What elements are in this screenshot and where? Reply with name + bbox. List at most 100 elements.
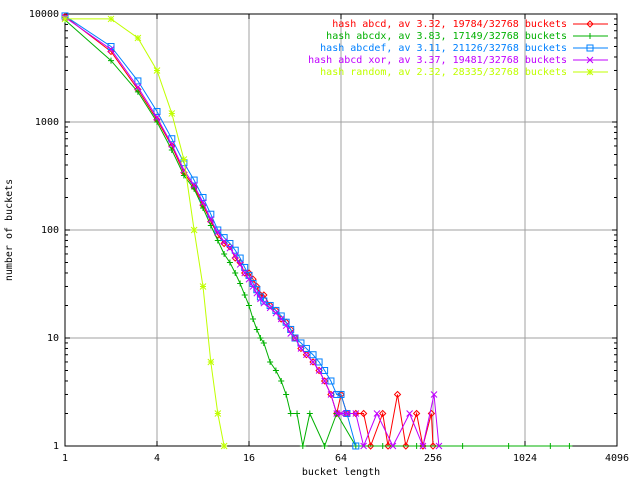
data-point xyxy=(260,297,268,305)
data-point xyxy=(253,289,261,297)
data-point xyxy=(337,410,345,417)
data-point xyxy=(287,410,294,417)
x-tick-label: 64 xyxy=(335,453,347,464)
data-point xyxy=(226,239,234,247)
data-point xyxy=(241,292,248,299)
legend-label: hash random, av 2.32, 28335/32768 bucket… xyxy=(320,67,567,78)
data-point xyxy=(321,443,328,449)
data-point xyxy=(412,409,421,418)
data-point xyxy=(214,237,221,244)
x-tick-label: 4 xyxy=(154,453,160,464)
data-point xyxy=(429,442,437,450)
data-point xyxy=(384,442,392,450)
legend-entry: hash abcdef, av 3.11, 21126/32768 bucket… xyxy=(320,43,608,54)
data-point xyxy=(153,67,161,74)
data-point xyxy=(266,304,274,312)
data-point xyxy=(309,358,317,366)
y-axis-title: number of buckets xyxy=(4,179,15,281)
data-point xyxy=(402,442,410,450)
x-tick-label: 16 xyxy=(243,453,255,464)
data-point xyxy=(419,442,427,450)
data-point xyxy=(134,83,142,91)
legend-entry: hash abcdx, av 3.83, 17149/32768 buckets xyxy=(326,31,608,42)
data-point xyxy=(352,409,360,418)
data-point xyxy=(302,351,311,359)
data-point xyxy=(220,239,228,248)
data-point xyxy=(282,322,290,330)
data-point xyxy=(168,141,176,148)
data-point xyxy=(366,442,375,450)
data-point xyxy=(315,358,323,366)
data-point xyxy=(359,409,368,418)
data-point xyxy=(586,20,594,28)
legend-entry: hash abcd, av 3.32, 19784/32768 buckets xyxy=(332,19,608,30)
legend-label: hash abcd, av 3.32, 19784/32768 buckets xyxy=(332,19,567,30)
data-point xyxy=(232,269,239,276)
data-point xyxy=(337,390,345,398)
legend-label: hash abcdef, av 3.11, 21126/32768 bucket… xyxy=(320,43,567,54)
data-point xyxy=(360,442,367,450)
series-line xyxy=(64,16,440,448)
data-point xyxy=(168,110,176,117)
data-point xyxy=(267,358,274,365)
data-point xyxy=(315,366,323,375)
data-point xyxy=(107,46,115,53)
data-point xyxy=(236,261,244,268)
data-point xyxy=(207,222,214,229)
y-tick-label: 100 xyxy=(41,225,59,236)
series-line xyxy=(64,16,434,448)
x-tick-label: 1024 xyxy=(513,453,537,464)
data-point xyxy=(180,156,188,163)
data-point xyxy=(287,325,295,333)
data-point xyxy=(566,443,573,449)
data-point xyxy=(220,442,228,450)
data-point xyxy=(393,390,402,399)
series-4 xyxy=(61,14,443,450)
legend-entry: hash random, av 2.32, 28335/32768 bucket… xyxy=(320,67,608,78)
data-point xyxy=(199,199,207,206)
data-point xyxy=(221,250,228,257)
series-line xyxy=(65,18,225,447)
x-tick-label: 1 xyxy=(62,453,68,464)
data-point xyxy=(352,442,360,450)
x-tick-label: 256 xyxy=(424,453,442,464)
data-point xyxy=(352,410,360,417)
data-point xyxy=(379,443,386,449)
legend-entry: hash abcd xor, av 3.37, 19481/32768 buck… xyxy=(308,55,608,66)
data-point xyxy=(214,229,222,236)
data-point xyxy=(257,295,264,303)
data-point xyxy=(207,216,215,223)
data-point xyxy=(309,358,317,366)
data-point xyxy=(107,15,115,23)
series-5 xyxy=(61,15,228,450)
series-group xyxy=(61,12,573,450)
data-point xyxy=(333,390,341,398)
data-point xyxy=(272,309,280,317)
data-point xyxy=(435,442,443,450)
data-point xyxy=(327,377,335,385)
data-point xyxy=(250,315,257,322)
data-point xyxy=(291,334,299,342)
data-point xyxy=(199,283,207,290)
data-point xyxy=(586,56,594,64)
data-point xyxy=(249,283,257,290)
data-point xyxy=(246,302,252,309)
legend-label: hash abcdx, av 3.83, 17149/32768 buckets xyxy=(326,31,567,42)
data-point xyxy=(459,443,466,449)
data-point xyxy=(190,226,198,234)
data-point xyxy=(260,299,268,307)
data-point xyxy=(134,34,142,42)
data-point xyxy=(61,15,69,23)
data-point xyxy=(153,108,161,116)
data-point xyxy=(226,259,233,266)
legend-label: hash abcd xor, av 3.37, 19481/32768 buck… xyxy=(308,55,567,66)
data-point xyxy=(297,345,305,352)
data-point xyxy=(379,409,387,418)
y-tick-label: 10 xyxy=(47,333,59,344)
data-point xyxy=(226,244,234,252)
y-tick-label: 1000 xyxy=(35,117,59,128)
x-tick-label: 4096 xyxy=(605,453,629,464)
data-point xyxy=(505,443,512,449)
data-point xyxy=(291,334,299,342)
